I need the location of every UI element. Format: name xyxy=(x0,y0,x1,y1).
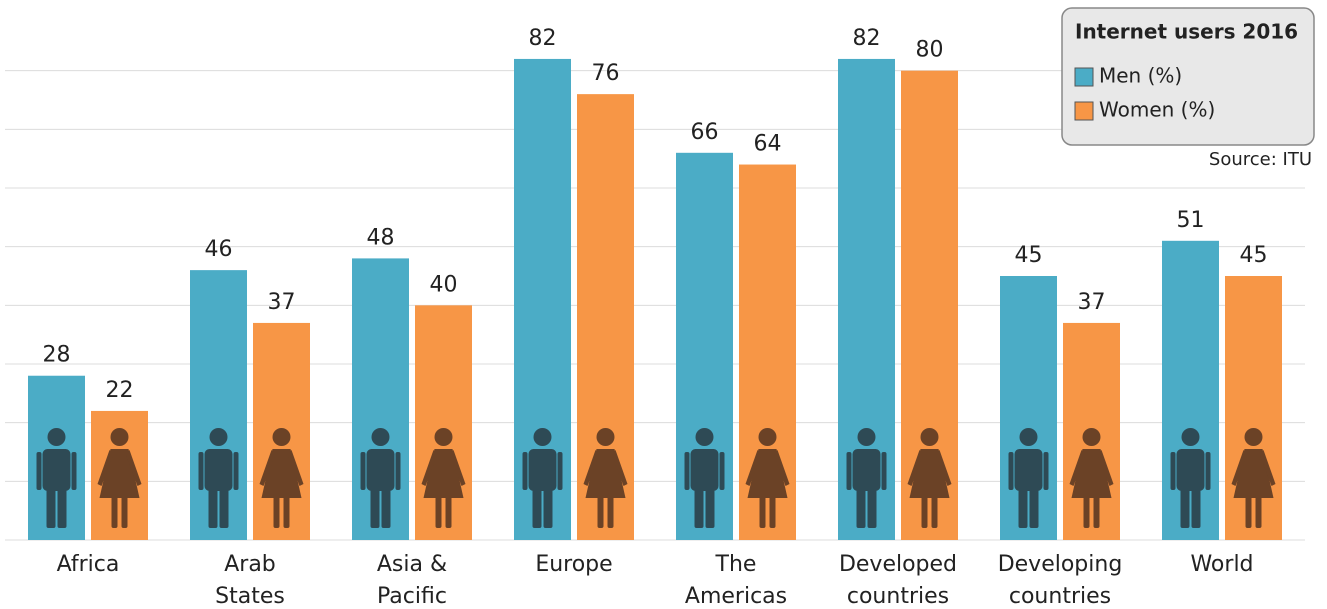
x-tick-label: Developed countries xyxy=(839,552,957,609)
legend-label: Women (%) xyxy=(1099,98,1215,122)
value-label: 45 xyxy=(1240,243,1268,268)
x-tick-label: Africa xyxy=(57,552,120,577)
source: Source: ITU xyxy=(1209,149,1312,170)
value-label: 37 xyxy=(268,290,296,315)
value-label: 82 xyxy=(529,26,557,51)
x-tick-label: World xyxy=(1190,552,1253,577)
x-tick-label: Asia & Pacific xyxy=(377,552,447,609)
value-label: 46 xyxy=(205,237,233,262)
bars: 28 22 Africa 46 37 Arab States 48 40 Asia & Pacifi… xyxy=(28,26,1282,609)
x-tick-label: Arab States xyxy=(215,552,285,609)
legend-title: Internet users 2016 xyxy=(1075,20,1298,44)
bar xyxy=(352,258,409,540)
value-label: 82 xyxy=(853,26,881,51)
bar xyxy=(1162,240,1219,541)
value-label: 80 xyxy=(916,38,944,63)
value-label: 64 xyxy=(754,132,782,157)
x-tick-label: Developing countries xyxy=(998,552,1123,609)
value-label: 51 xyxy=(1177,208,1205,233)
bar xyxy=(1225,276,1282,540)
value-label: 37 xyxy=(1078,290,1106,315)
legend-box xyxy=(1061,7,1315,146)
value-label: 66 xyxy=(691,120,719,145)
legend-items: Men (%) Women (%) xyxy=(1074,64,1215,122)
bar xyxy=(415,305,472,540)
legend-swatch xyxy=(1074,101,1094,121)
value-label: 76 xyxy=(592,61,620,86)
value-label: 40 xyxy=(430,272,458,297)
legend: Internet users 2016 Men (%) Women (%) xyxy=(1061,7,1315,146)
value-label: 45 xyxy=(1015,243,1043,268)
x-tick-label: The Americas xyxy=(685,552,787,609)
value-label: 48 xyxy=(367,225,395,250)
x-tick-label: Europe xyxy=(535,552,612,577)
bar xyxy=(1000,276,1057,540)
value-label: 28 xyxy=(43,343,71,368)
legend-label: Men (%) xyxy=(1099,64,1182,88)
value-label: 22 xyxy=(106,378,134,403)
bar xyxy=(190,270,247,540)
legend-swatch xyxy=(1074,67,1094,87)
